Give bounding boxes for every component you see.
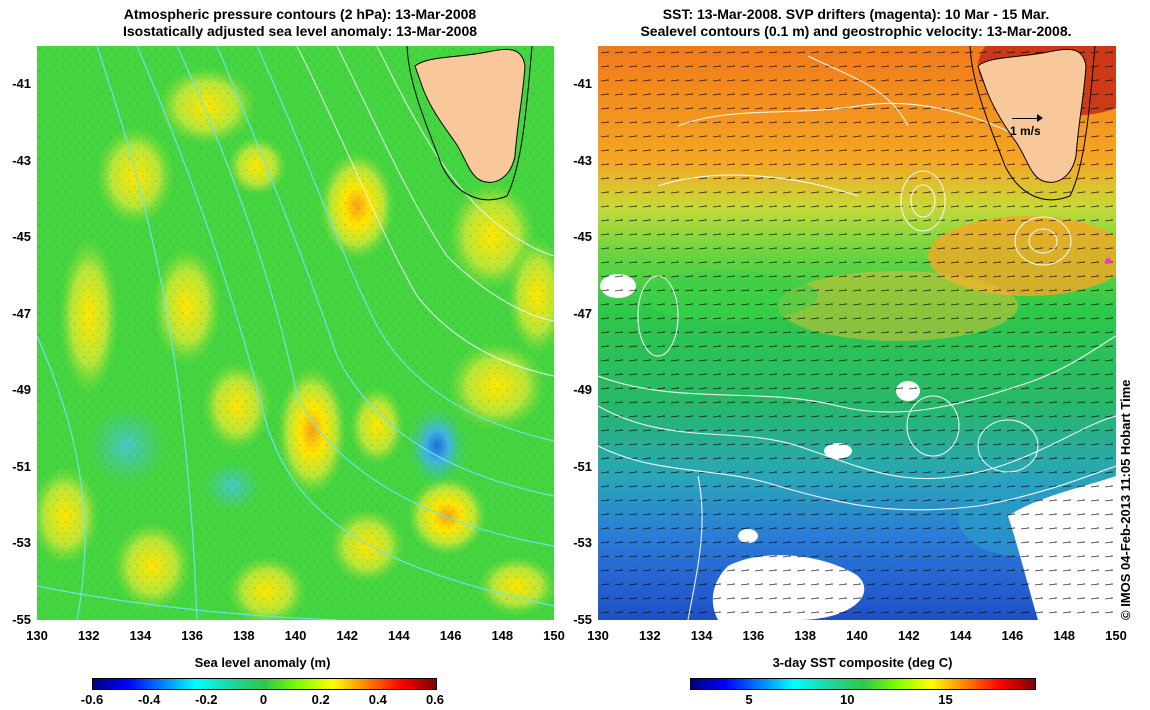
lon-tick-label: 148 <box>1053 628 1076 643</box>
lon-tick-label: 142 <box>336 628 359 643</box>
lon-tick-label: 130 <box>587 628 609 643</box>
right-title-line2: Sealevel contours (0.1 m) and geostrophi… <box>640 23 1072 39</box>
lon-tick-label: 134 <box>690 628 713 643</box>
sst-map[interactable] <box>598 46 1116 620</box>
sea-level-colorbar <box>92 678 437 690</box>
lon-tick-label: 138 <box>232 628 255 643</box>
lat-tick-label: -43 <box>12 152 31 168</box>
lon-tick-label: 150 <box>543 628 565 643</box>
colorbar-tick-label: 15 <box>938 692 953 707</box>
colorbar-tick-label: 0 <box>259 692 268 707</box>
colorbar-tick-label: -0.6 <box>80 692 104 707</box>
lon-tick-label: 140 <box>284 628 307 643</box>
lat-tick-label: -45 <box>12 229 31 245</box>
lat-tick-label: -47 <box>12 305 31 321</box>
lon-tick-label: 146 <box>1001 628 1024 643</box>
colorbar-tick-label: 0.4 <box>368 692 387 707</box>
right-title-line1: SST: 13-Mar-2008. SVP drifters (magenta)… <box>662 6 1050 22</box>
lat-tick-label: -53 <box>573 535 592 551</box>
lat-tick-label: -49 <box>573 382 592 398</box>
tasmania-land-right <box>977 48 1087 183</box>
left-title-line1: Atmospheric pressure contours (2 hPa): 1… <box>123 6 477 22</box>
colorbar-tick-label: -0.2 <box>195 692 218 707</box>
lon-tick-label: 130 <box>26 628 48 643</box>
left-title-line2: Isostatically adjusted sea level anomaly… <box>122 23 478 39</box>
lon-tick-label: 140 <box>846 628 868 643</box>
lat-tick-label: -55 <box>573 612 592 627</box>
colorbar-tick-label: 0.2 <box>311 692 330 707</box>
lat-tick-label: -45 <box>573 229 592 245</box>
lat-tick-label: -49 <box>12 382 31 398</box>
velocity-scale-label: 1 m/s <box>1010 124 1041 138</box>
velocity-scale-arrow-icon <box>1012 114 1043 122</box>
lon-tick-label: 146 <box>439 628 462 643</box>
lon-tick-label: 136 <box>742 628 765 643</box>
lat-tick-label: -51 <box>12 458 31 474</box>
colorbar-tick-label: 10 <box>840 692 855 707</box>
lon-tick-label: 132 <box>638 628 661 643</box>
lon-tick-label: 138 <box>794 628 817 643</box>
sea-level-anomaly-map[interactable] <box>37 46 554 620</box>
colorbar-tick-label: 5 <box>745 692 753 707</box>
lat-tick-label: -53 <box>12 535 31 551</box>
lat-tick-label: -41 <box>12 76 31 92</box>
right-colorbar-title: 3-day SST composite (deg C) <box>772 655 953 670</box>
lon-tick-label: 136 <box>181 628 203 643</box>
lon-tick-label: 134 <box>129 628 152 643</box>
lon-tick-label: 144 <box>388 628 410 643</box>
colorbar-tick-label: -0.4 <box>137 692 161 707</box>
copyright-notice: © IMOS 04-Feb-2013 11:05 Hobart Time <box>1118 379 1133 620</box>
right-panel-title: SST: 13-Mar-2008. SVP drifters (magenta)… <box>596 6 1116 40</box>
lon-tick-label: 148 <box>491 628 514 643</box>
lat-tick-label: -41 <box>573 76 592 92</box>
lat-tick-label: -47 <box>573 305 592 321</box>
svp-drifter-marker <box>1105 258 1111 264</box>
left-panel-title: Atmospheric pressure contours (2 hPa): 1… <box>40 6 560 40</box>
lat-tick-label: -55 <box>12 612 31 627</box>
lat-tick-label: -51 <box>573 458 592 474</box>
lon-tick-label: 150 <box>1105 628 1127 643</box>
left-colorbar-title: Sea level anomaly (m) <box>194 655 331 670</box>
sst-colorbar <box>690 678 1036 690</box>
tasmania-land <box>414 48 526 183</box>
sst-svg <box>598 46 1116 620</box>
lon-tick-label: 142 <box>897 628 920 643</box>
sea-level-anomaly-svg <box>37 46 554 620</box>
colorbar-tick-label: 0.6 <box>425 692 445 707</box>
lon-tick-label: 132 <box>77 628 100 643</box>
lat-tick-label: -43 <box>573 152 592 168</box>
lon-tick-label: 144 <box>949 628 972 643</box>
